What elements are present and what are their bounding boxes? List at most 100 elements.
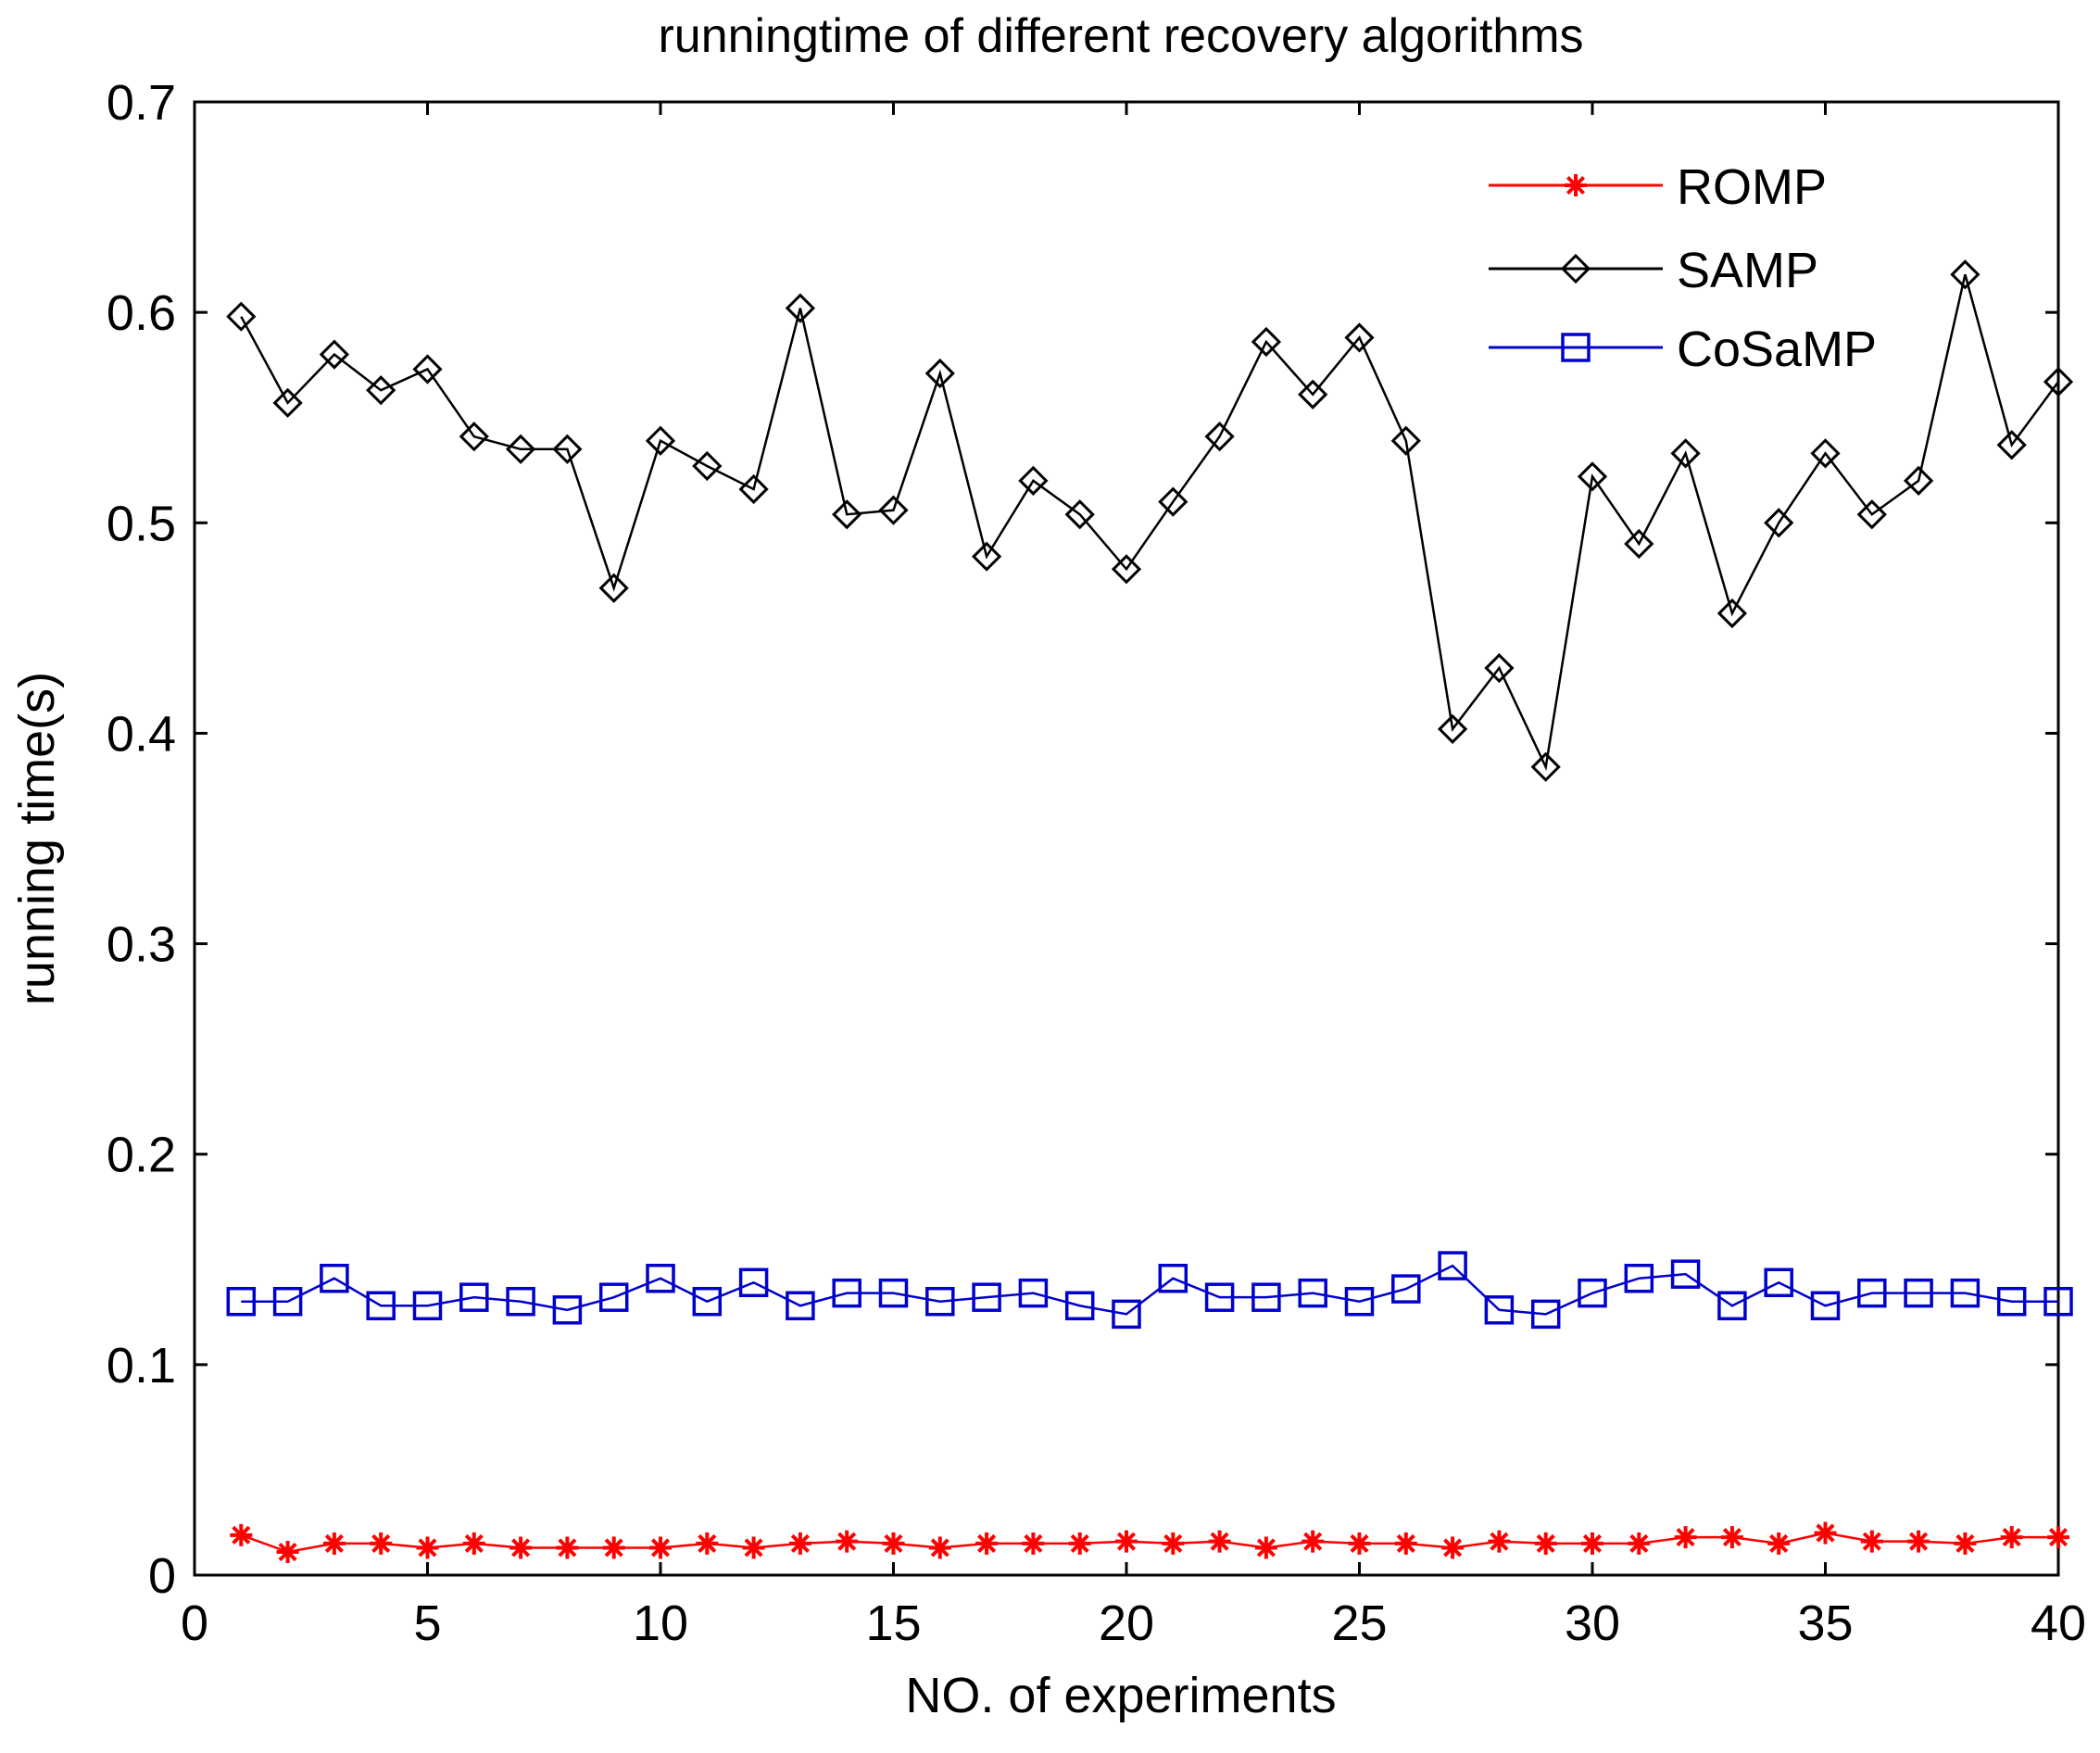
y-tick-label: 0.6 — [107, 285, 176, 341]
y-tick-label: 0.7 — [107, 75, 176, 131]
data-point-romp — [1254, 1536, 1277, 1559]
data-point-romp — [1628, 1532, 1651, 1555]
data-point-samp — [1158, 486, 1188, 517]
data-point-romp — [1068, 1532, 1091, 1555]
data-point-romp — [1115, 1530, 1138, 1553]
data-point-romp — [370, 1532, 393, 1555]
data-point-cosamp — [1018, 1278, 1049, 1308]
data-point-samp — [645, 425, 676, 456]
data-point-samp — [878, 495, 909, 525]
data-point-samp — [1577, 461, 1608, 492]
legend-label-cosamp: CoSaMP — [1677, 322, 1877, 377]
legend-entry-romp: ROMP — [1489, 159, 1827, 215]
x-tick-label: 35 — [1797, 1595, 1853, 1651]
data-point-romp — [928, 1536, 951, 1559]
data-point-romp — [462, 1532, 485, 1555]
data-point-romp — [1581, 1532, 1603, 1555]
data-point-cosamp — [972, 1282, 1001, 1312]
data-point-cosamp — [1438, 1251, 1467, 1280]
data-point-cosamp — [1950, 1278, 1981, 1308]
data-point-romp — [975, 1532, 999, 1555]
data-point-romp — [649, 1536, 672, 1559]
series-romp — [230, 1521, 2069, 1564]
data-point-romp — [882, 1532, 905, 1555]
data-point-romp — [1208, 1530, 1231, 1553]
data-point-samp — [1437, 713, 1468, 745]
data-point-samp — [1810, 438, 1841, 469]
x-axis-label: NO. of experiments — [905, 1668, 1336, 1723]
data-point-romp — [788, 1532, 811, 1555]
data-point-romp — [1441, 1536, 1465, 1559]
data-point-romp — [1954, 1532, 1977, 1555]
data-point-samp — [832, 499, 862, 530]
x-tick-label: 15 — [865, 1595, 921, 1651]
data-point-samp — [366, 375, 396, 406]
data-point-romp — [1814, 1521, 1837, 1545]
data-point-cosamp — [1484, 1295, 1515, 1325]
data-point-romp — [836, 1530, 859, 1553]
data-point-cosamp — [1764, 1267, 1793, 1298]
data-point-samp — [1204, 422, 1235, 452]
plot-area — [193, 100, 2060, 1577]
data-point-cosamp — [1530, 1299, 1561, 1330]
data-point-samp — [1856, 499, 1887, 530]
data-point-cosamp — [412, 1291, 443, 1321]
data-point-samp — [1344, 322, 1375, 353]
data-point-samp — [1390, 425, 1421, 456]
data-point-cosamp — [272, 1286, 303, 1317]
legend-entry-cosamp: CoSaMP — [1489, 322, 1877, 377]
series-line-samp — [240, 273, 2060, 771]
data-point-samp — [459, 422, 489, 452]
data-point-romp — [1907, 1530, 1930, 1553]
data-point-cosamp — [366, 1291, 396, 1321]
series-line-cosamp — [241, 1264, 2058, 1316]
data-point-samp — [971, 541, 1002, 572]
data-point-samp — [1764, 508, 1794, 538]
data-point-cosamp — [1344, 1286, 1375, 1317]
legend: ROMP SAMP CoSaMP — [1489, 159, 1877, 377]
data-point-samp — [1111, 554, 1142, 585]
data-point-cosamp — [1158, 1263, 1188, 1293]
data-point-cosamp — [1857, 1278, 1887, 1308]
data-point-romp — [1022, 1532, 1045, 1555]
series-samp — [226, 259, 2074, 782]
data-point-cosamp — [459, 1282, 489, 1312]
data-point-cosamp — [925, 1286, 955, 1317]
axis-ticks: 0 5 10 15 20 25 30 35 40 0 0.1 0.2 0.3 0.4 0.5 0.6 0.7 — [107, 75, 2086, 1651]
data-point-samp — [1530, 751, 1561, 782]
data-point-cosamp — [832, 1278, 861, 1308]
x-tick-label: 25 — [1331, 1595, 1387, 1651]
series-layer — [226, 259, 2074, 1564]
data-point-cosamp — [1904, 1278, 1933, 1308]
data-point-cosamp — [552, 1295, 583, 1325]
data-point-romp — [509, 1536, 533, 1559]
data-point-cosamp — [1670, 1259, 1701, 1289]
data-point-cosamp — [506, 1286, 535, 1317]
data-point-samp — [226, 301, 257, 332]
data-point-romp — [556, 1536, 579, 1559]
legend-marker-romp — [1565, 174, 1587, 196]
data-point-romp — [1348, 1532, 1371, 1555]
data-point-cosamp — [1204, 1282, 1235, 1312]
data-point-romp — [1394, 1532, 1417, 1555]
data-point-cosamp — [1717, 1291, 1747, 1321]
data-point-cosamp — [320, 1263, 349, 1293]
data-point-samp — [785, 293, 816, 323]
data-point-romp — [602, 1536, 625, 1559]
x-tick-label: 40 — [2031, 1595, 2086, 1651]
data-point-romp — [1534, 1532, 1557, 1555]
series-cosamp — [226, 1251, 2073, 1330]
data-point-romp — [1860, 1530, 1883, 1553]
data-point-samp — [412, 354, 443, 385]
x-tick-label: 5 — [413, 1595, 441, 1651]
data-point-cosamp — [1112, 1299, 1141, 1330]
data-point-cosamp — [1996, 1286, 2027, 1317]
data-point-cosamp — [1810, 1291, 1841, 1321]
data-point-romp — [230, 1523, 253, 1546]
data-point-cosamp — [1578, 1278, 1607, 1308]
y-tick-label: 0.5 — [107, 496, 176, 551]
data-point-romp — [2047, 1526, 2069, 1549]
data-point-samp — [1298, 379, 1328, 410]
data-point-samp — [1251, 326, 1282, 358]
y-tick-label: 0.1 — [107, 1338, 176, 1394]
